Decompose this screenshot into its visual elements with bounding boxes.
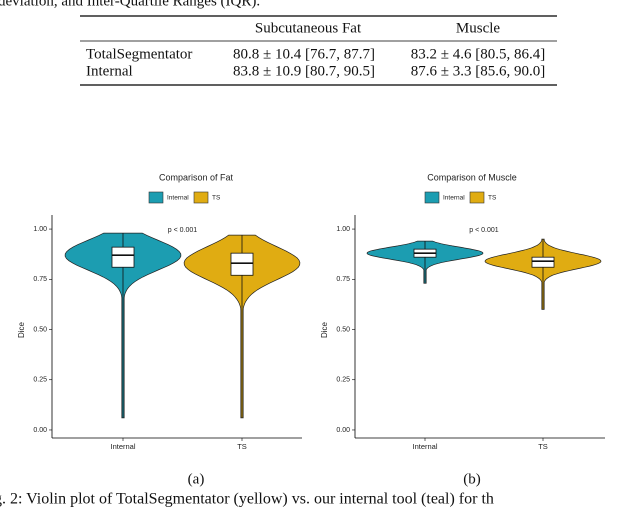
subcaption: (b) [463, 471, 481, 487]
caption-top: deviation, and Inter-Quartile Ranges (IQ… [0, 0, 260, 9]
chart-title: Comparison of Fat [159, 172, 234, 182]
y-tick-label: 0.00 [336, 427, 350, 434]
y-tick-label: 1.00 [33, 226, 47, 233]
table-cell: 80.8 ± 10.4 [76.7, 87.7] [233, 46, 375, 62]
table-cell: TotalSegmentator [86, 46, 192, 62]
legend-key [148, 191, 164, 204]
legend-key [469, 191, 485, 204]
y-tick-label: 0.25 [336, 377, 350, 384]
y-tick-label: 1.00 [336, 226, 350, 233]
y-tick-label: 0.75 [33, 276, 47, 283]
annotation: p < 0.001 [469, 227, 498, 234]
y-tick-label: 0.75 [336, 276, 350, 283]
table-cell: 83.2 ± 4.6 [80.5, 86.4] [411, 46, 545, 62]
y-tick-label: 0.00 [33, 427, 47, 434]
x-tick-label: Internal [110, 442, 135, 451]
x-tick-label: TS [237, 442, 247, 451]
x-tick-label: TS [538, 442, 548, 451]
x-tick-label: Internal [412, 442, 437, 451]
box [230, 252, 254, 276]
table-cell: 83.8 ± 10.9 [80.7, 90.5] [233, 63, 375, 79]
chart-title: Comparison of Muscle [427, 172, 517, 182]
legend-label: TS [488, 195, 497, 202]
y-tick-label: 0.25 [33, 377, 47, 384]
y-axis-label: Dice [320, 321, 329, 338]
legend-key [424, 191, 440, 204]
box [111, 246, 135, 268]
y-tick-label: 0.50 [33, 326, 47, 333]
legend-key [193, 191, 209, 204]
box [531, 256, 555, 268]
annotation: p < 0.001 [168, 227, 197, 234]
legend-label: TS [212, 195, 221, 202]
table-header: Muscle [456, 20, 501, 36]
legend-label: Internal [167, 195, 189, 202]
table-cell: 87.6 ± 3.3 [85.6, 90.0] [411, 63, 545, 79]
y-axis-label: Dice [17, 321, 26, 338]
table-header: Subcutaneous Fat [255, 20, 362, 36]
y-tick-label: 0.50 [336, 326, 350, 333]
caption-bottom: g. 2: Violin plot of TotalSegmentator (y… [0, 491, 494, 508]
legend-label: Internal [443, 195, 465, 202]
subcaption: (a) [188, 471, 205, 487]
table-cell: Internal [86, 63, 133, 79]
